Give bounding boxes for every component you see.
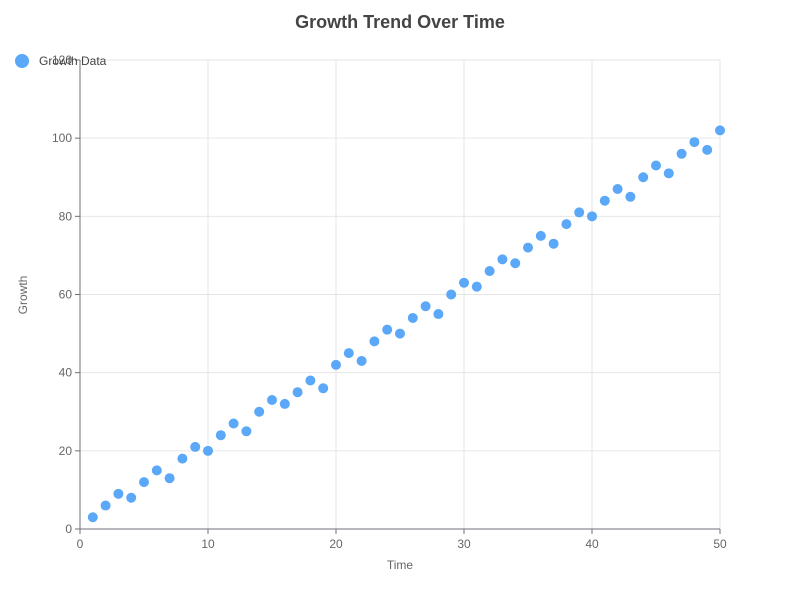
data-point[interactable]	[638, 172, 649, 183]
data-point[interactable]	[369, 336, 380, 347]
data-point[interactable]	[561, 219, 572, 230]
y-tick-label: 0	[65, 522, 72, 536]
data-point[interactable]	[548, 238, 559, 249]
data-point[interactable]	[689, 137, 700, 148]
tick-labels: 0 10 20 30 40 50 0 20 40 60 80 100 120	[52, 53, 727, 551]
data-point[interactable]	[574, 207, 585, 218]
data-point[interactable]	[587, 211, 597, 222]
x-tick-label: 20	[329, 537, 343, 551]
data-point[interactable]	[87, 512, 98, 523]
data-point[interactable]	[292, 387, 303, 398]
y-tick-label: 100	[52, 131, 72, 145]
y-tick-label: 120	[52, 53, 72, 67]
data-point[interactable]	[151, 465, 162, 476]
y-tick-label: 40	[59, 366, 73, 380]
data-point[interactable]	[164, 473, 175, 484]
data-point[interactable]	[241, 426, 252, 437]
x-tick-label: 10	[201, 537, 215, 551]
data-point[interactable]	[407, 312, 418, 323]
data-point[interactable]	[612, 183, 623, 194]
y-tick-label: 20	[59, 444, 73, 458]
data-point[interactable]	[535, 230, 546, 241]
data-point[interactable]	[459, 277, 469, 288]
data-point[interactable]	[420, 301, 431, 312]
x-axis-label: Time	[387, 558, 414, 572]
data-point[interactable]	[203, 445, 213, 456]
x-tick-label: 40	[585, 537, 599, 551]
x-tick-label: 30	[457, 537, 471, 551]
chart-title: Growth Trend Over Time	[295, 12, 505, 32]
axes	[75, 59, 721, 534]
data-points	[87, 125, 725, 523]
grid	[80, 59, 721, 529]
data-point[interactable]	[651, 160, 661, 171]
x-tick-label: 50	[713, 537, 727, 551]
x-tick-label: 0	[77, 537, 84, 551]
legend[interactable]: Growth Data	[15, 54, 107, 68]
y-tick-label: 60	[59, 288, 73, 302]
data-point[interactable]	[471, 281, 482, 292]
data-point[interactable]	[715, 125, 725, 136]
data-point[interactable]	[523, 242, 533, 253]
data-point[interactable]	[267, 395, 277, 406]
data-point[interactable]	[100, 500, 111, 511]
data-point[interactable]	[395, 328, 405, 339]
data-point[interactable]	[254, 406, 265, 417]
legend-label: Growth Data	[39, 54, 107, 68]
data-point[interactable]	[599, 195, 610, 206]
legend-marker-icon	[15, 54, 29, 68]
data-point[interactable]	[497, 254, 508, 265]
data-point[interactable]	[510, 258, 521, 269]
data-point[interactable]	[702, 144, 713, 155]
data-point[interactable]	[113, 488, 124, 499]
data-point[interactable]	[663, 168, 674, 179]
data-point[interactable]	[625, 191, 636, 202]
data-point[interactable]	[126, 492, 137, 503]
data-point[interactable]	[356, 355, 367, 366]
data-point[interactable]	[228, 418, 239, 429]
data-point[interactable]	[446, 289, 457, 300]
data-point[interactable]	[484, 266, 495, 277]
data-point[interactable]	[331, 359, 341, 370]
y-axis-label: Growth	[16, 276, 30, 315]
data-point[interactable]	[433, 309, 444, 320]
data-point[interactable]	[139, 477, 149, 488]
data-point[interactable]	[676, 148, 687, 159]
data-point[interactable]	[279, 398, 290, 409]
data-point[interactable]	[382, 324, 393, 335]
data-point[interactable]	[177, 453, 188, 464]
data-point[interactable]	[305, 375, 316, 386]
data-point[interactable]	[343, 348, 354, 359]
data-point[interactable]	[318, 383, 329, 394]
y-tick-label: 80	[59, 209, 73, 223]
data-point[interactable]	[215, 430, 226, 441]
data-point[interactable]	[190, 441, 201, 452]
